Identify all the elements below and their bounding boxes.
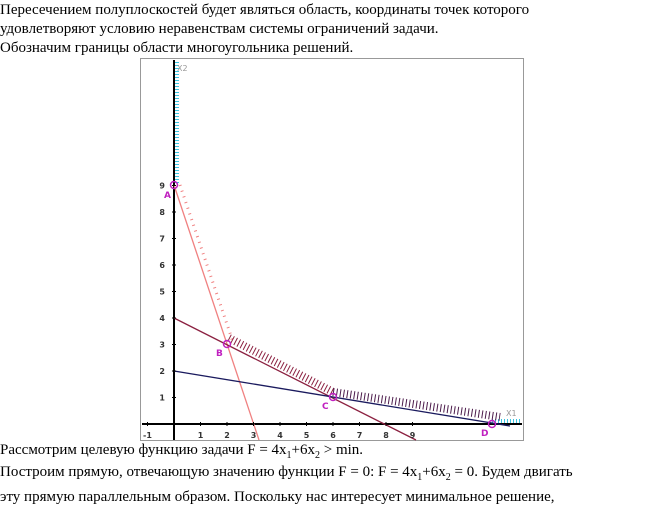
text-line: Обозначим границы области многоугольника… <box>0 40 354 56</box>
subscript: 1 <box>286 450 292 461</box>
text-run: > min. <box>320 442 364 458</box>
axis-label: X1 <box>506 409 517 418</box>
axis-label: X2 <box>177 64 188 73</box>
text-run: Рассмотрим целевую функцию задачи F = 4x <box>0 442 287 458</box>
y-tick-label: 8 <box>159 208 165 217</box>
x-tick-label: -1 <box>143 431 152 440</box>
y-tick-label: 1 <box>159 394 165 403</box>
x-tick-label: 7 <box>357 431 363 440</box>
text-run: +6x <box>422 464 446 480</box>
text-run: эту прямую параллельным образом. Посколь… <box>0 489 555 505</box>
y-tick-label: 3 <box>159 341 165 350</box>
point-label: D <box>481 429 488 439</box>
text-run: +6x <box>291 442 316 458</box>
hatch <box>332 388 501 421</box>
subscript: 1 <box>417 472 423 483</box>
subscript: 2 <box>315 450 321 461</box>
x-tick-label: 6 <box>330 431 336 440</box>
hatch <box>178 184 235 343</box>
constraint-line <box>173 370 511 427</box>
y-tick-label: 6 <box>159 261 165 270</box>
text-line: удовлетворяют условию неравенствам систе… <box>0 21 439 37</box>
point-marker <box>222 339 232 349</box>
y-tick-label: 2 <box>159 367 165 376</box>
text-line: Рассмотрим целевую функцию задачи F = 4x… <box>0 441 363 465</box>
point-marker <box>169 180 179 190</box>
point-label: B <box>216 349 223 359</box>
y-tick-label: 9 <box>159 182 165 191</box>
text-run: = 0. Будем двигать <box>450 464 573 480</box>
subscript: 2 <box>445 472 451 483</box>
point-label: C <box>322 402 329 412</box>
constraint-line <box>173 317 417 441</box>
graph-frame <box>140 58 524 441</box>
y-tick-label: 7 <box>159 235 165 244</box>
point-marker <box>487 419 497 429</box>
text-run: Построим прямую, отвечающую значению фун… <box>0 464 418 480</box>
constraint-line <box>173 184 260 441</box>
x-tick-label: 2 <box>224 431 230 440</box>
point-label: A <box>164 191 171 201</box>
graph: -1 1 2 3 4 5 6 7 8 9 1 2 3 4 5 6 7 8 9 X2 X1 A B C D <box>140 58 524 441</box>
x-tick-label: 3 <box>251 431 257 440</box>
x-tick-label: 4 <box>277 431 283 440</box>
x-tick-label: 9 <box>410 431 416 440</box>
y-tick-label: 4 <box>159 314 165 323</box>
text-line: Пересечением полуплоскостей будет являть… <box>0 2 530 18</box>
text-line: эту прямую параллельным образом. Посколь… <box>0 488 555 506</box>
point-marker <box>328 392 338 402</box>
x-tick-label: 5 <box>304 431 310 440</box>
x-tick-label: 1 <box>198 431 204 440</box>
text-line: Построим прямую, отвечающую значению фун… <box>0 463 573 487</box>
x-tick-label: 8 <box>383 431 389 440</box>
y-tick-label: 5 <box>159 288 165 297</box>
